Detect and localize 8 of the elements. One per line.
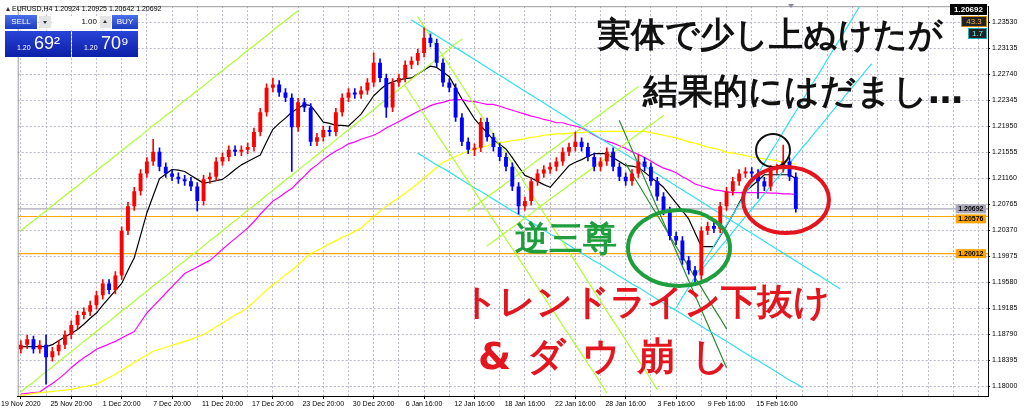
annotation: &ダウ崩し <box>478 334 747 378</box>
annotation: BUY <box>112 15 138 29</box>
annotation: 43.3 <box>961 16 987 27</box>
annotation: 1.20692 <box>950 4 987 15</box>
annotation: 1.7 <box>968 28 987 39</box>
annotation: SELL <box>5 15 37 29</box>
annotation: 1.00 <box>52 16 99 28</box>
annotation: 実体で少し上ぬけたが <box>597 14 943 54</box>
